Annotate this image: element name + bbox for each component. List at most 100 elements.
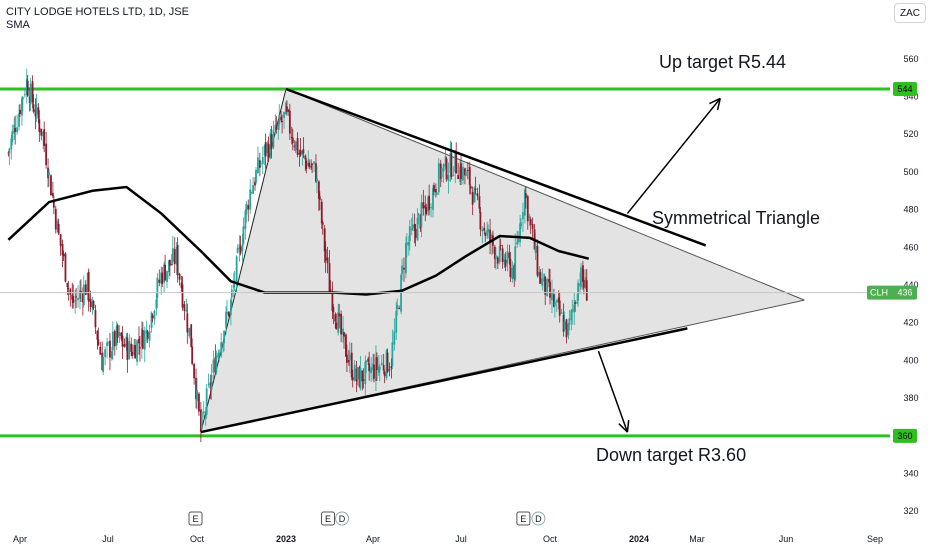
candle-body (573, 304, 576, 313)
candle-body (99, 346, 102, 355)
candle-body (296, 138, 299, 155)
candle-body (557, 297, 560, 303)
candle-body (186, 313, 189, 333)
candle-body (87, 271, 90, 302)
ticker-label: CLH (870, 288, 888, 298)
candle-body (445, 158, 448, 180)
time-tick-label: Oct (190, 534, 205, 544)
candle-body (270, 134, 273, 150)
candle-body (281, 120, 284, 122)
time-tick-label: Mar (689, 534, 705, 544)
candle-body (520, 222, 522, 227)
candle-body (82, 284, 85, 306)
candle-body (486, 229, 489, 236)
candle-body (489, 229, 491, 242)
candle-body (563, 321, 566, 330)
candle-body (96, 330, 99, 340)
candle-body (136, 340, 138, 362)
price-tick-label: 500 (903, 167, 918, 177)
indicator-label[interactable]: SMA (6, 19, 30, 31)
triangle-upper-trendline[interactable] (285, 87, 707, 247)
candle-body (202, 411, 205, 414)
candle-body (11, 131, 14, 142)
candle-body (395, 310, 398, 333)
candle-body (16, 127, 18, 133)
candle-body (459, 166, 461, 182)
candle-body (71, 294, 74, 300)
candle-body (207, 383, 210, 385)
price-tick-label: 460 (903, 242, 918, 252)
candle-body (151, 315, 154, 319)
candle-body (48, 171, 50, 176)
candle-body (107, 342, 109, 344)
candle-body (364, 361, 367, 384)
candle-body (334, 314, 337, 322)
candle-body (97, 339, 100, 345)
price-axis[interactable]: 560 540 520 500 480 460 440 420 400 380 340 320 544 3… (867, 54, 919, 516)
candle-body (264, 142, 267, 157)
candle-body (121, 336, 124, 347)
currency-badge[interactable]: ZAC (894, 3, 926, 23)
candle-body (466, 170, 469, 172)
candle-body (272, 129, 275, 148)
candle-body (261, 157, 264, 164)
candle-body (19, 109, 21, 115)
candle-body (130, 343, 133, 352)
candle-body (244, 210, 247, 229)
candle-body (396, 304, 399, 309)
candle-body (353, 364, 356, 381)
candle-body (45, 143, 48, 166)
triangle-lower-trendline[interactable] (200, 327, 688, 434)
up-target-label: Up target R5.44 (659, 52, 787, 72)
candle-body (405, 242, 408, 246)
candle-body (304, 155, 307, 160)
candle-body (134, 345, 136, 359)
candle-body (473, 187, 476, 203)
candle-body (541, 278, 544, 286)
candle-body (342, 328, 344, 335)
candle-body (570, 310, 573, 321)
candle-body (439, 163, 442, 179)
candle-body (235, 256, 238, 285)
candle-body (113, 331, 116, 347)
candle-body (457, 175, 460, 180)
candle-body (382, 365, 385, 371)
dividend-marker (531, 511, 546, 526)
time-tick-label: Jun (779, 534, 794, 544)
candle-body (291, 137, 294, 144)
time-axis[interactable]: Apr Jul Oct 2023 Apr Jul Oct 2024 Mar Jun Sep (13, 534, 883, 544)
candle-body (249, 189, 252, 210)
candle-body (104, 349, 107, 358)
candle-body (84, 284, 87, 295)
candle-body (69, 289, 72, 295)
candle-body (494, 254, 497, 260)
candle-body (348, 354, 351, 361)
candle-body (294, 141, 297, 151)
candle-body (579, 283, 581, 286)
target-arrows (597, 97, 721, 433)
candle-body (280, 116, 283, 121)
candle-body (191, 346, 194, 364)
candle-body (401, 265, 403, 274)
candle-body (442, 164, 445, 172)
candle-body (413, 223, 416, 232)
candle-body (101, 352, 104, 371)
candle-body (420, 202, 423, 228)
candle-body (47, 167, 49, 179)
candle-body (275, 127, 278, 130)
candle-body (50, 175, 52, 196)
candle-body (31, 81, 34, 103)
candle-body (278, 114, 281, 125)
candle-body (164, 264, 166, 281)
candle-body (355, 368, 358, 382)
candle-body (484, 233, 487, 236)
candle-body (377, 366, 380, 373)
candle-body (329, 288, 332, 293)
candle-body (335, 322, 338, 330)
candle-body (86, 272, 89, 295)
candle-body (375, 357, 377, 381)
candle-body (34, 109, 37, 117)
candle-body (416, 217, 419, 241)
candle-body (266, 143, 269, 154)
